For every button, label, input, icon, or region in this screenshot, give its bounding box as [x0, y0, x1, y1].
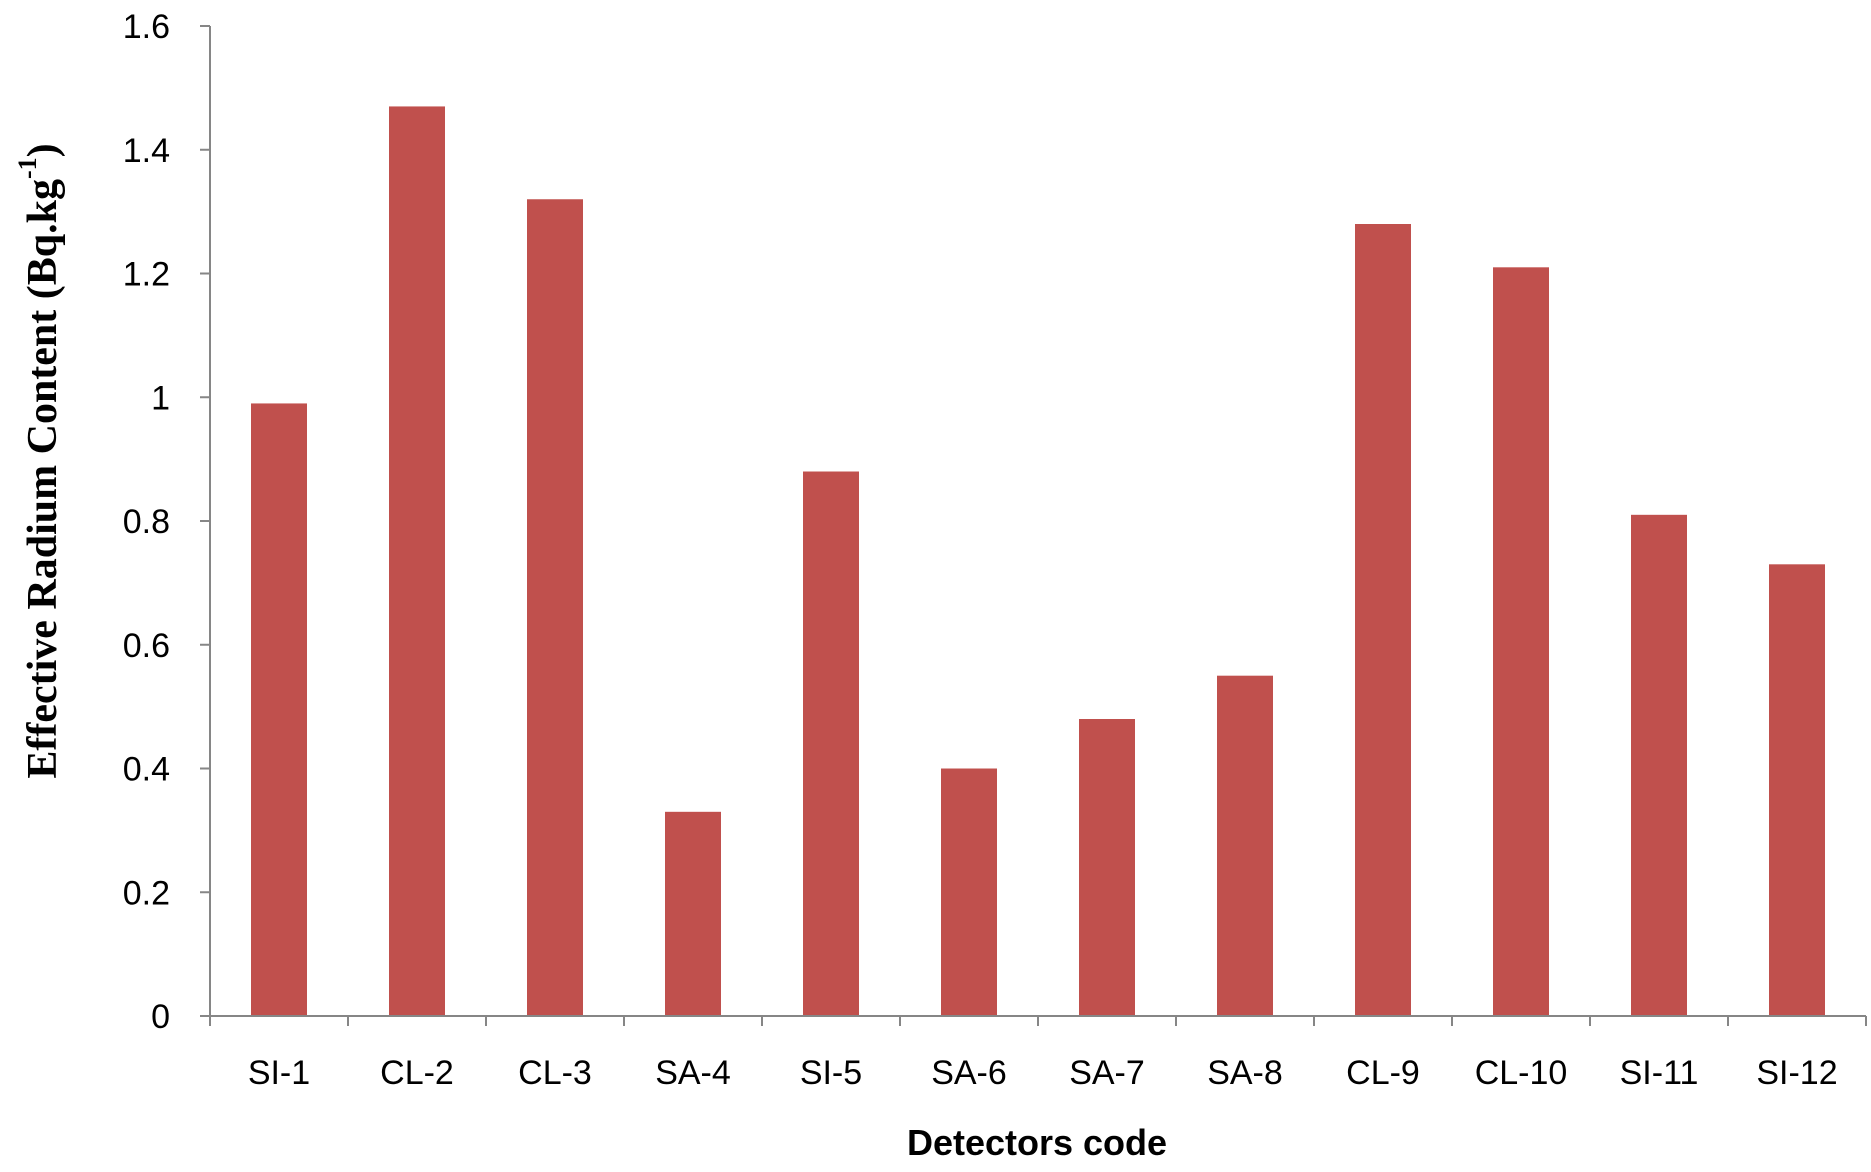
y-tick-label: 1	[151, 379, 170, 417]
y-axis-title: Effective Radium Content (Bq.kg-1)	[13, 143, 66, 778]
x-tick-label: SA-8	[1207, 1054, 1283, 1092]
bar-si-11	[1631, 514, 1687, 1016]
x-tick-label: SA-7	[1069, 1054, 1145, 1092]
x-tick-label: SI-11	[1620, 1054, 1699, 1092]
bar-sa-6	[941, 768, 997, 1016]
x-tick-label: CL-10	[1475, 1054, 1568, 1092]
bar-cl-2	[389, 106, 445, 1016]
x-tick-label: CL-9	[1346, 1054, 1420, 1092]
x-tick-label: SI-1	[248, 1054, 310, 1092]
x-tick-label: CL-2	[380, 1054, 454, 1092]
y-axis-title-main: Effective Radium Content (Bq.kg	[20, 179, 66, 779]
y-tick-label: 0.4	[123, 751, 170, 789]
bar-si-5	[803, 471, 859, 1016]
x-ticks-group: SI-1 CL-2 CL-3 SA-4 SI-5 SA-6 SA-7 SA-8 CL-9 CL-1…	[209, 1016, 1867, 1092]
bar-cl-10	[1493, 267, 1549, 1016]
bar-sa-7	[1079, 719, 1135, 1016]
y-tick-label: 0	[151, 998, 170, 1036]
x-tick-label: SA-4	[655, 1054, 731, 1092]
x-axis-title: Detectors code	[907, 1122, 1167, 1163]
bar-cl-9	[1355, 224, 1411, 1016]
y-tick-label: 0.6	[123, 627, 170, 665]
y-axis-title-tail: )	[20, 143, 66, 157]
bar-si-1	[251, 403, 307, 1016]
y-ticks-group: 0 0.2 0.4 0.6 0.8 1 1.2 1.4 1.6	[123, 8, 210, 1036]
bar-cl-3	[527, 199, 583, 1016]
y-axis-title-superscript: -1	[13, 157, 42, 179]
x-tick-label: CL-3	[518, 1054, 592, 1092]
bar-si-12	[1769, 564, 1825, 1016]
axes-group	[209, 26, 1866, 1017]
bar-sa-8	[1217, 675, 1273, 1016]
x-tick-label: SA-6	[931, 1054, 1007, 1092]
y-tick-label: 0.2	[123, 874, 170, 912]
bar-sa-4	[665, 811, 721, 1016]
x-tick-label: SI-5	[800, 1054, 862, 1092]
x-tick-label: SI-12	[1756, 1054, 1837, 1092]
bars-group	[251, 106, 1825, 1016]
y-tick-label: 1.4	[123, 132, 170, 170]
y-tick-label: 1.2	[123, 256, 170, 294]
y-tick-label: 0.8	[123, 503, 170, 541]
y-tick-label: 1.6	[123, 8, 170, 46]
